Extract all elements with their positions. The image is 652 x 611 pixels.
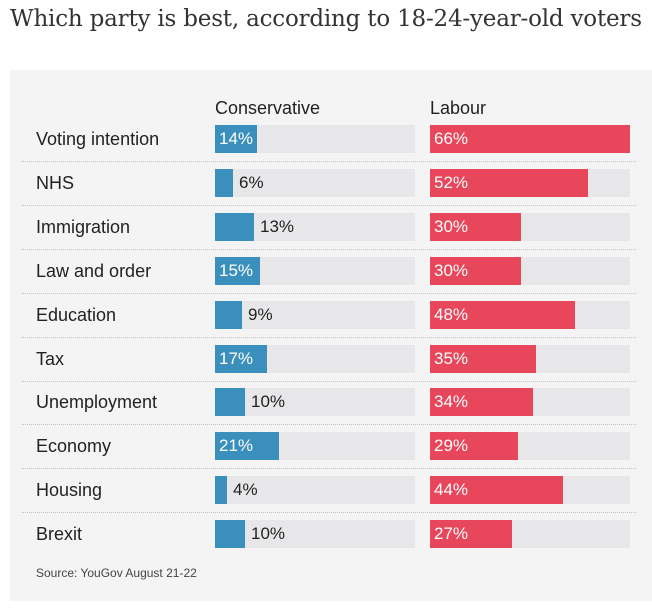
row-separator bbox=[22, 161, 636, 162]
source-note: Source: YouGov August 21-22 bbox=[36, 566, 197, 580]
bar-conservative-unemployment bbox=[215, 388, 245, 416]
value-label-labour-voting-intention: 66% bbox=[434, 129, 469, 148]
value-label-conservative-education: 9% bbox=[248, 305, 273, 324]
row-label-voting-intention: Voting intention bbox=[36, 129, 160, 149]
row-label-housing: Housing bbox=[36, 480, 103, 500]
series-header-labour: Labour bbox=[430, 98, 487, 118]
series-header-conservative: Conservative bbox=[215, 98, 321, 118]
row-label-unemployment: Unemployment bbox=[36, 392, 158, 412]
row-label-immigration: Immigration bbox=[36, 217, 131, 237]
row-separator bbox=[22, 249, 636, 250]
value-label-labour-law-and-order: 30% bbox=[434, 261, 469, 280]
bar-labour-brexit bbox=[430, 520, 512, 548]
row-separator bbox=[22, 381, 636, 382]
bar-labour-housing bbox=[430, 476, 563, 504]
bar-conservative-economy bbox=[215, 432, 279, 460]
bar-conservative-brexit bbox=[215, 520, 245, 548]
value-label-labour-tax: 35% bbox=[434, 349, 469, 368]
bar-labour-tax bbox=[430, 345, 536, 373]
bar-track-conservative-unemployment bbox=[215, 388, 415, 416]
row-separator bbox=[22, 205, 636, 206]
bar-track-conservative-nhs bbox=[215, 169, 415, 197]
value-label-conservative-law-and-order: 15% bbox=[219, 261, 254, 280]
value-label-conservative-economy: 21% bbox=[219, 436, 254, 455]
value-label-labour-brexit: 27% bbox=[434, 524, 469, 543]
row-label-tax: Tax bbox=[36, 349, 65, 369]
value-label-labour-immigration: 30% bbox=[434, 217, 469, 236]
value-label-conservative-tax: 17% bbox=[219, 349, 254, 368]
row-separator bbox=[22, 512, 636, 513]
value-label-labour-housing: 44% bbox=[434, 480, 469, 499]
bar-conservative-tax bbox=[215, 345, 267, 373]
value-label-conservative-immigration: 13% bbox=[260, 217, 295, 236]
value-label-conservative-housing: 4% bbox=[233, 480, 258, 499]
bar-labour-nhs bbox=[430, 169, 588, 197]
bar-conservative-nhs bbox=[215, 169, 233, 197]
bar-labour-unemployment bbox=[430, 388, 533, 416]
bar-conservative-immigration bbox=[215, 213, 254, 241]
value-label-conservative-unemployment: 10% bbox=[251, 392, 286, 411]
row-label-economy: Economy bbox=[36, 436, 112, 456]
bar-labour-education bbox=[430, 301, 575, 329]
bar-labour-immigration bbox=[430, 213, 521, 241]
value-label-conservative-voting-intention: 14% bbox=[219, 129, 254, 148]
row-separator bbox=[22, 337, 636, 338]
bar-conservative-housing bbox=[215, 476, 227, 504]
bar-conservative-voting-intention bbox=[215, 125, 257, 153]
row-separator bbox=[22, 293, 636, 294]
bar-labour-voting-intention bbox=[430, 125, 630, 153]
bar-track-conservative-education bbox=[215, 301, 415, 329]
row-separator bbox=[22, 424, 636, 425]
row-label-brexit: Brexit bbox=[36, 524, 83, 544]
row-label-nhs: NHS bbox=[36, 173, 75, 193]
value-label-labour-unemployment: 34% bbox=[434, 392, 469, 411]
bar-conservative-education bbox=[215, 301, 242, 329]
row-label-law-and-order: Law and order bbox=[36, 261, 152, 281]
bar-track-conservative-brexit bbox=[215, 520, 415, 548]
bar-conservative-law-and-order bbox=[215, 257, 260, 285]
bar-labour-law-and-order bbox=[430, 257, 521, 285]
value-label-conservative-brexit: 10% bbox=[251, 524, 286, 543]
value-label-labour-economy: 29% bbox=[434, 436, 469, 455]
row-separator bbox=[22, 468, 636, 469]
chart-title: Which party is best, according to 18-24-… bbox=[10, 6, 642, 32]
bar-track-conservative-housing bbox=[215, 476, 415, 504]
value-label-conservative-nhs: 6% bbox=[239, 173, 264, 192]
bar-labour-economy bbox=[430, 432, 518, 460]
row-label-education: Education bbox=[36, 305, 117, 325]
value-label-labour-nhs: 52% bbox=[434, 173, 469, 192]
value-label-labour-education: 48% bbox=[434, 305, 469, 324]
